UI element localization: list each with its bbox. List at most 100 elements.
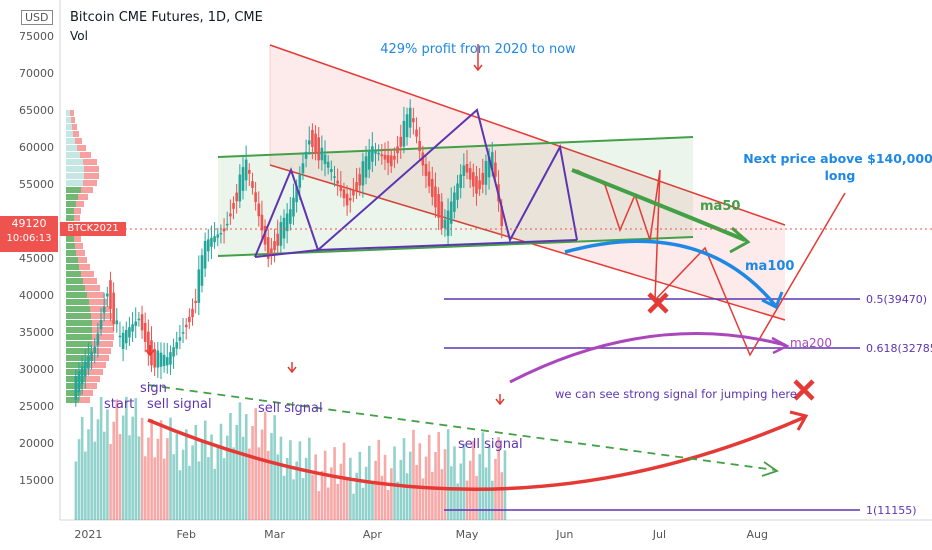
volume-bar [320, 470, 324, 520]
volume-profile-bar [66, 208, 74, 214]
candle-body [412, 118, 415, 123]
symbol-tag: BTCK2021 [60, 222, 126, 236]
candle-body [219, 232, 223, 235]
candle-body [184, 324, 188, 328]
volume-profile-bar [85, 285, 100, 291]
volume-bar [465, 480, 469, 520]
volume-bar [263, 411, 267, 520]
volume-profile-bar [66, 159, 83, 165]
candle-body [323, 154, 327, 165]
volume-bar [326, 487, 330, 520]
volume-bar [393, 446, 396, 520]
candle-body [352, 190, 355, 196]
volume-bar [298, 441, 302, 520]
volume-bar [118, 434, 122, 520]
volume-bar [421, 478, 425, 520]
candle-body [475, 176, 478, 194]
volume-bar [478, 454, 482, 520]
volume-bar [437, 432, 440, 520]
volume-profile-bar [75, 243, 83, 249]
candle-body [472, 172, 475, 187]
candle-body [260, 214, 264, 231]
volume-profile-bar [73, 131, 79, 137]
fib-level-label: 0.618(32785) [866, 342, 932, 355]
volume-profile-bar [66, 264, 79, 270]
volume-bar [285, 457, 289, 520]
volume-bar [434, 451, 437, 520]
candle-body [494, 162, 497, 177]
volume-bar [77, 439, 81, 520]
volume-profile-bar [75, 138, 82, 144]
annotation-sell2: sell signal [258, 401, 323, 416]
volume-bar [472, 440, 475, 520]
candle-body [478, 180, 481, 190]
volume-bar [109, 444, 112, 520]
candle-body [304, 151, 308, 159]
volume-bar [484, 467, 488, 520]
volume-bar [175, 433, 179, 520]
candle-body [194, 300, 197, 303]
candle-body [109, 280, 112, 309]
candle-body [456, 183, 459, 200]
candle-body [500, 205, 503, 227]
candle-body [244, 159, 248, 181]
candle-body [169, 352, 172, 365]
candle-body [427, 171, 431, 187]
candle-body [77, 371, 81, 393]
volume-bar [128, 435, 131, 520]
volume-bar [241, 436, 245, 520]
candle-body [301, 163, 305, 174]
volume-profile-bar [83, 278, 97, 284]
volume-bar [207, 457, 210, 520]
volume-bar [317, 491, 321, 520]
ma50-label: ma50 [700, 199, 740, 214]
ma50-curve [571, 168, 746, 242]
volume-bar [475, 475, 478, 520]
volume-profile-bar [66, 194, 78, 200]
candle-body [188, 316, 191, 323]
volume-bar [270, 433, 273, 520]
candle-body [311, 129, 314, 147]
candle-body [200, 255, 204, 286]
volume-bar [377, 439, 381, 520]
candle-body [159, 352, 163, 367]
volume-bar [137, 436, 141, 520]
x-tick-label: Mar [264, 528, 285, 541]
candle-body [292, 197, 295, 217]
sell-arrow-head [473, 64, 483, 72]
volume-bar [251, 425, 254, 520]
volume-profile-bar [66, 243, 75, 249]
candle-body [336, 180, 339, 184]
volume-profile-bar [86, 369, 103, 375]
candle-body [128, 327, 131, 338]
volume-profile-bar [66, 145, 77, 151]
volume-profile-bar [74, 215, 80, 221]
volume-profile-bar [66, 327, 92, 333]
volume-bar [390, 468, 393, 520]
volume-profile-bar [66, 201, 76, 207]
volume-bar [304, 457, 308, 520]
volume-bar [276, 454, 280, 520]
channel-upper-line [269, 44, 786, 226]
currency-badge: USD [21, 10, 53, 25]
candle-body [90, 351, 93, 361]
candle-body [232, 203, 235, 209]
candle-body [314, 133, 317, 154]
candle-body [238, 174, 242, 202]
candle-body [197, 269, 201, 303]
volume-bar [355, 472, 358, 520]
volume-bar [371, 481, 374, 520]
candle-body [156, 350, 160, 368]
candle-body [440, 201, 444, 229]
volume-bar [503, 450, 507, 520]
fib-level-label: 0.5(39470) [866, 293, 927, 306]
volume-bar [140, 417, 144, 520]
volume-profile-bar [66, 362, 88, 368]
volume-profile-bar [66, 320, 92, 326]
volume-bar [487, 445, 491, 520]
volume-bar [222, 458, 226, 520]
volume-bar [314, 454, 317, 520]
annotation-jump: we can see strong signal for jumping her… [555, 387, 797, 401]
